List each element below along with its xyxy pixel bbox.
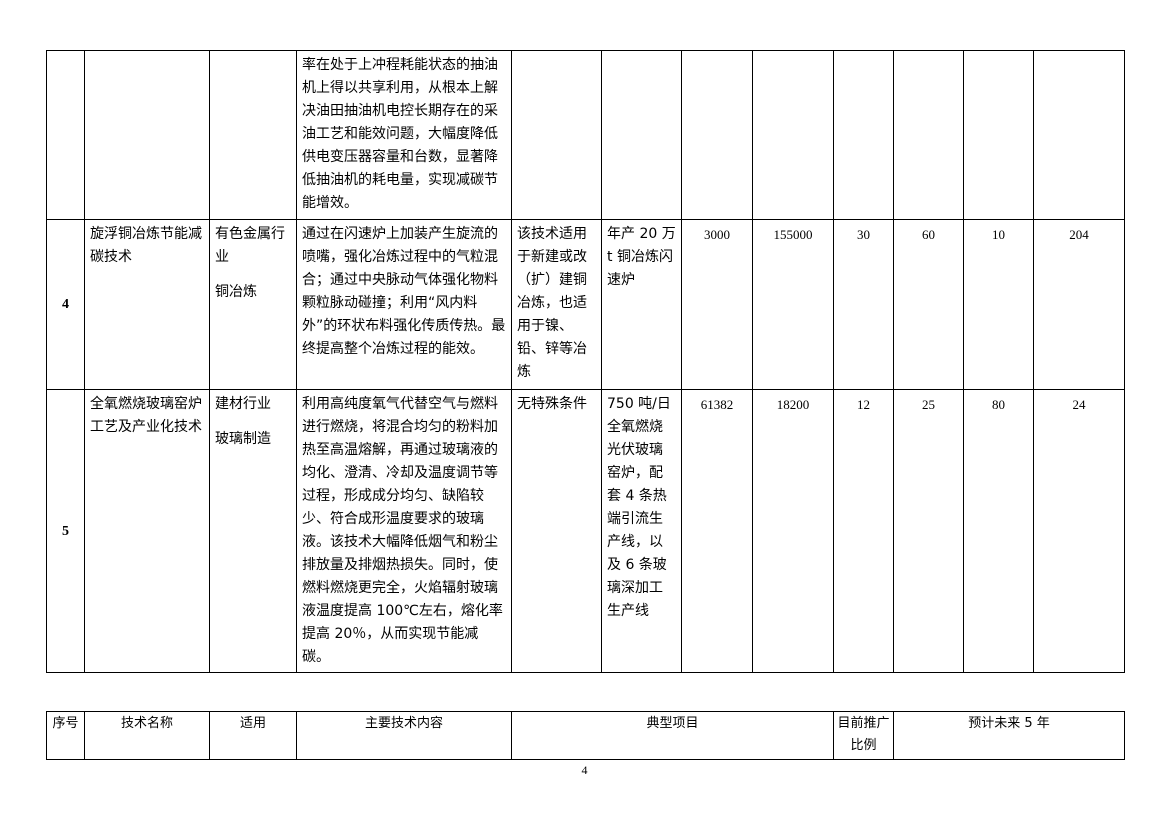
row-index: 4 — [46, 219, 85, 390]
table-row: 5 全氧燃烧玻璃窑炉工艺及产业化技术 建材行业玻璃制造 利用高纯度氧气代替空气与… — [46, 389, 1125, 673]
typical-project — [601, 50, 682, 220]
header-name: 技术名称 — [84, 711, 210, 760]
value-3: 12 — [833, 389, 894, 673]
value-5: 80 — [963, 389, 1034, 673]
tech-name: 全氧燃烧玻璃窑炉工艺及产业化技术 — [84, 389, 210, 673]
value-6 — [1033, 50, 1125, 220]
tech-content: 率在处于上冲程耗能状态的抽油机上得以共享利用，从根本上解决油田抽油机电控长期存在… — [296, 50, 512, 220]
table-row: 率在处于上冲程耗能状态的抽油机上得以共享利用，从根本上解决油田抽油机电控长期存在… — [46, 50, 1125, 220]
technology-table: 率在处于上冲程耗能状态的抽油机上得以共享利用，从根本上解决油田抽油机电控长期存在… — [46, 50, 1125, 673]
value-3 — [833, 50, 894, 220]
industry-cell — [209, 50, 297, 220]
industry: 建材行业 — [215, 396, 271, 412]
sub-industry: 铜冶炼 — [215, 284, 257, 300]
value-2: 155000 — [752, 219, 834, 390]
value-1 — [681, 50, 753, 220]
value-2 — [752, 50, 834, 220]
value-4: 25 — [893, 389, 964, 673]
typical-project: 750 吨/日全氧燃烧光伏玻璃窑炉，配套 4 条热端引流生产线，以及 6 条玻璃… — [601, 389, 682, 673]
industry-cell: 有色金属行业 铜冶炼 — [209, 219, 297, 390]
conditions — [511, 50, 602, 220]
value-2: 18200 — [752, 389, 834, 673]
industry: 有色金属行业 — [215, 226, 285, 265]
conditions: 无特殊条件 — [511, 389, 602, 673]
value-5: 10 — [963, 219, 1034, 390]
value-5 — [963, 50, 1034, 220]
header-project: 典型项目 — [511, 711, 834, 760]
header-content: 主要技术内容 — [296, 711, 512, 760]
header-forecast: 预计未来 5 年 — [893, 711, 1125, 760]
value-6: 24 — [1033, 389, 1125, 673]
header-ratio: 目前推广比例 — [833, 711, 894, 760]
industry-cell: 建材行业 玻璃制造 — [209, 389, 297, 673]
page-number: 4 — [581, 763, 588, 777]
tech-name: 旋浮铜冶炼节能减碳技术 — [84, 219, 210, 390]
conditions: 该技术适用于新建或改（扩）建铜冶炼，也适用于镍、铅、锌等冶炼 — [511, 219, 602, 390]
tech-name — [84, 50, 210, 220]
value-3: 30 — [833, 219, 894, 390]
typical-project: 年产 20 万 t 铜冶炼闪速炉 — [601, 219, 682, 390]
row-index: 5 — [46, 389, 85, 673]
table-row: 4 旋浮铜冶炼节能减碳技术 有色金属行业铜冶炼 通过在闪速炉上加装产生旋流的喷嘴… — [46, 219, 1125, 390]
header-index: 序号 — [46, 711, 85, 760]
value-4: 60 — [893, 219, 964, 390]
tech-content: 通过在闪速炉上加装产生旋流的喷嘴，强化冶炼过程中的气粒混合；通过中央脉动气体强化… — [296, 219, 512, 390]
value-1: 3000 — [681, 219, 753, 390]
sub-industry: 玻璃制造 — [215, 431, 271, 447]
value-6: 204 — [1033, 219, 1125, 390]
value-1: 61382 — [681, 389, 753, 673]
value-4 — [893, 50, 964, 220]
tech-content: 利用高纯度氧气代替空气与燃料进行燃烧，将混合均匀的粉料加热至高温熔解，再通过玻璃… — [296, 389, 512, 673]
header-scope: 适用 — [209, 711, 297, 760]
row-index — [46, 50, 85, 220]
table-header-repeat: 序号 技术名称 适用 主要技术内容 典型项目 目前推广比例 预计未来 5 年 — [46, 711, 1125, 760]
